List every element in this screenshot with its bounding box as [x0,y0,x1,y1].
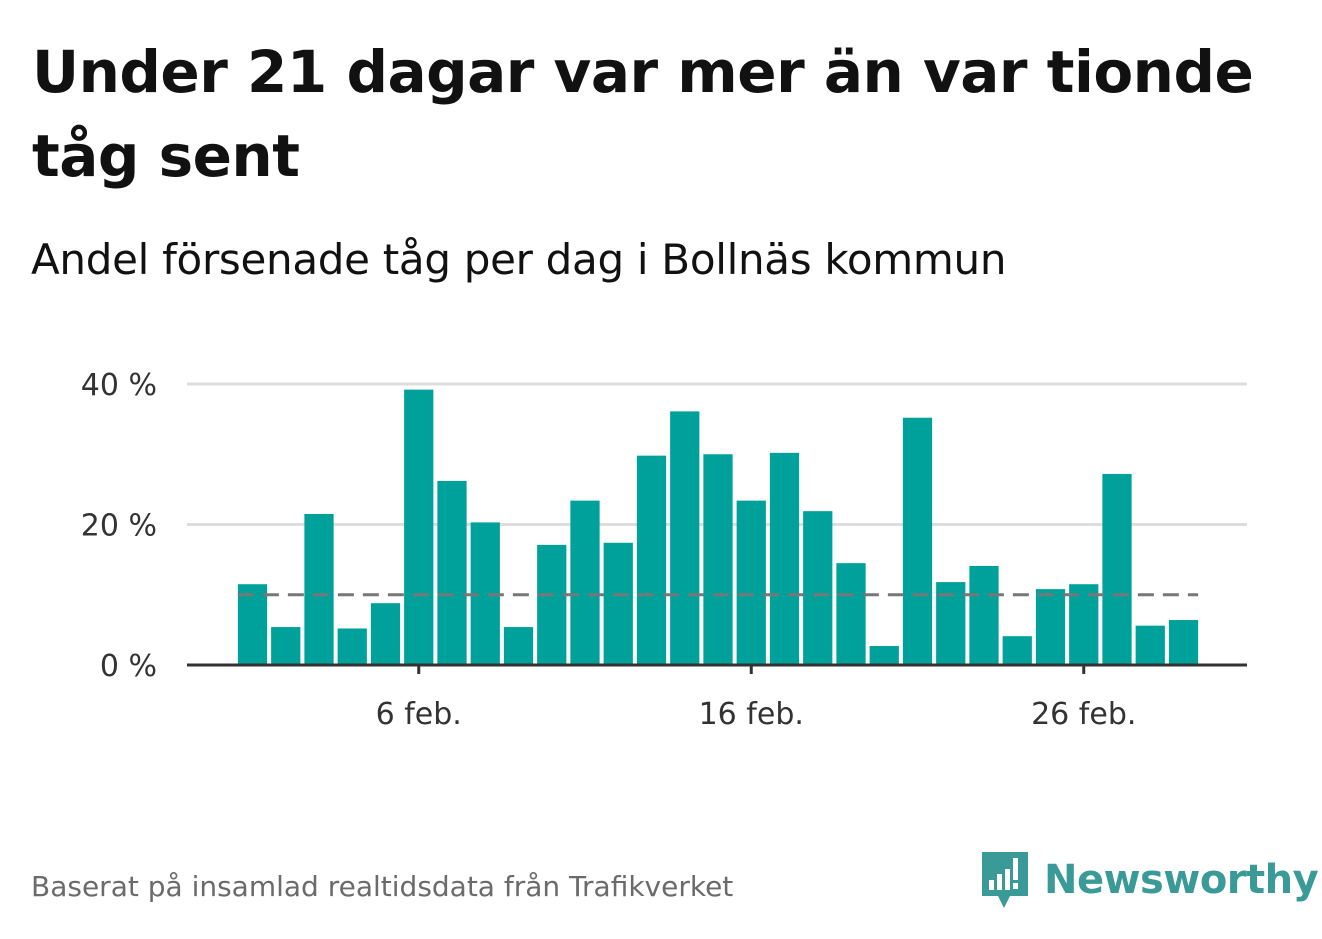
x-axis-labels: 6 feb. 16 feb. 26 feb. [376,697,1137,732]
bar [603,542,633,665]
bar [703,454,733,665]
chart-subtitle: Andel försenade tåg per dag i Bollnäs ko… [31,235,1007,284]
bar [902,417,933,665]
bar [1035,589,1066,665]
bar [769,452,800,665]
x-tick-label: 6 feb. [376,697,462,732]
y-axis-labels: 0 % 20 % 40 % [81,368,157,684]
source-note: Baserat på insamlad realtidsdata från Tr… [31,870,734,903]
bar [503,627,534,665]
bar [736,500,766,665]
bar [803,511,833,665]
chart-title: Under 21 dagar var mer än var tionde tåg… [32,38,1254,190]
y-tick-label: 40 % [81,368,157,403]
x-tick-label: 26 feb. [1031,697,1136,732]
bar [1002,636,1032,665]
bar-chart: 0 % 20 % 40 % 6 feb. 16 feb. 26 feb. [81,368,1247,732]
bar [1168,620,1199,665]
bar [404,389,434,665]
bar [370,603,401,665]
bar [337,628,367,665]
bar [537,544,567,665]
brand-name: Newsworthy [1044,857,1319,903]
bar [636,455,667,665]
bar [1102,473,1132,665]
bar [836,563,866,665]
y-tick-label: 0 % [100,649,157,684]
bar [869,646,899,665]
bar [570,500,600,665]
bar [271,627,301,665]
bar [969,565,999,665]
bar [237,584,268,665]
bar [304,513,334,665]
x-tick-label: 16 feb. [699,697,804,732]
x-axis [187,663,1247,674]
brand: Newsworthy [980,848,1319,912]
bars [237,389,1199,665]
newsworthy-logo-icon [982,852,1028,908]
y-tick-label: 20 % [81,509,157,544]
bar [1135,625,1165,665]
bar [437,480,467,665]
bar [1069,584,1099,665]
bar [670,411,700,665]
